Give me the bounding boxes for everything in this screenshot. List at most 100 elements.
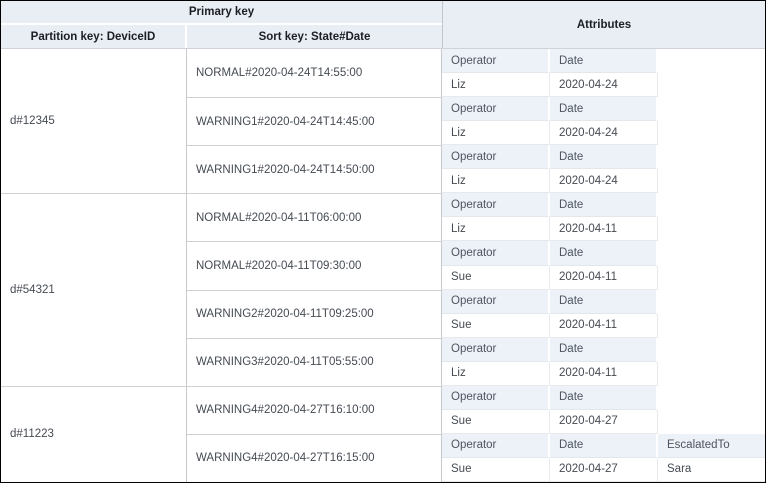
sort-key-cell: WARNING3#2020-04-11T05:55:00 <box>187 337 441 386</box>
attribute-name: Operator <box>442 289 550 314</box>
attribute-names-row: Operator Date <box>442 97 765 122</box>
attribute-name: Date <box>550 49 658 74</box>
sort-key-cell: WARNING4#2020-04-27T16:15:00 <box>187 433 441 482</box>
empty-attr-space <box>658 169 765 194</box>
attribute-value: 2020-04-11 <box>550 313 658 338</box>
device-group-rows: NORMAL#2020-04-24T14:55:00 Operator Date… <box>187 49 765 194</box>
attribute-name: Date <box>550 241 658 266</box>
attribute-name: Date <box>550 145 658 170</box>
empty-attr-space <box>658 73 765 98</box>
table-body: d#12345 NORMAL#2020-04-24T14:55:00 Opera… <box>1 49 765 482</box>
attributes-cell: Operator Date Liz 2020-04-11 <box>441 193 765 242</box>
item-row: WARNING3#2020-04-11T05:55:00 Operator Da… <box>187 337 765 386</box>
attribute-value: Sue <box>442 313 550 338</box>
attribute-names-row: Operator Date EscalatedTo <box>442 433 765 458</box>
table-header: Primary key Partition key: DeviceID Sort… <box>1 1 765 49</box>
attribute-value: Liz <box>442 73 550 98</box>
item-row: WARNING1#2020-04-24T14:50:00 Operator Da… <box>187 145 765 194</box>
empty-attr-space <box>658 265 765 290</box>
partition-key-cell: d#11223 <box>1 385 187 482</box>
device-group-rows: NORMAL#2020-04-11T06:00:00 Operator Date… <box>187 193 765 386</box>
attribute-value: Liz <box>442 121 550 146</box>
attribute-values-row: Sue 2020-04-11 <box>442 313 765 338</box>
empty-attr-space <box>658 97 765 122</box>
sort-key-cell: WARNING2#2020-04-11T09:25:00 <box>187 289 441 338</box>
attribute-values-row: Liz 2020-04-24 <box>442 73 765 98</box>
device-group: d#12345 NORMAL#2020-04-24T14:55:00 Opera… <box>1 49 765 194</box>
item-row: NORMAL#2020-04-11T09:30:00 Operator Date… <box>187 241 765 290</box>
empty-attr-space <box>658 337 765 362</box>
device-group: d#54321 NORMAL#2020-04-11T06:00:00 Opera… <box>1 193 765 386</box>
attributes-cell: Operator Date EscalatedTo Sue 2020-04-27… <box>441 433 765 482</box>
attribute-value: Sue <box>442 457 550 482</box>
attribute-name: Operator <box>442 145 550 170</box>
attributes-cell: Operator Date Liz 2020-04-11 <box>441 337 765 386</box>
device-group: d#11223 WARNING4#2020-04-27T16:10:00 Ope… <box>1 385 765 482</box>
empty-attr-space <box>658 145 765 170</box>
attribute-name: Date <box>550 193 658 218</box>
attribute-names-row: Operator Date <box>442 289 765 314</box>
attribute-name: Operator <box>442 385 550 410</box>
attribute-value: 2020-04-11 <box>550 361 658 386</box>
empty-attr-space <box>658 121 765 146</box>
attribute-name: Date <box>550 97 658 122</box>
item-row: WARNING1#2020-04-24T14:45:00 Operator Da… <box>187 97 765 146</box>
partition-key-cell: d#54321 <box>1 193 187 386</box>
attribute-value: 2020-04-11 <box>550 217 658 242</box>
attribute-name: Operator <box>442 97 550 122</box>
empty-attr-space <box>658 217 765 242</box>
empty-attr-space <box>658 385 765 410</box>
attribute-name: Operator <box>442 193 550 218</box>
item-row: NORMAL#2020-04-24T14:55:00 Operator Date… <box>187 49 765 98</box>
primary-key-header-group: Primary key Partition key: DeviceID Sort… <box>1 1 442 48</box>
attribute-names-row: Operator Date <box>442 49 765 74</box>
attribute-name: Operator <box>442 433 550 458</box>
sort-key-cell: NORMAL#2020-04-11T09:30:00 <box>187 241 441 290</box>
empty-attr-space <box>658 313 765 338</box>
sort-key-cell: WARNING4#2020-04-27T16:10:00 <box>187 385 441 434</box>
empty-attr-space <box>658 289 765 314</box>
empty-attr-space <box>658 49 765 74</box>
attribute-values-row: Sue 2020-04-27 <box>442 409 765 434</box>
attribute-value: Liz <box>442 169 550 194</box>
attributes-cell: Operator Date Sue 2020-04-27 <box>441 385 765 434</box>
device-group-rows: WARNING4#2020-04-27T16:10:00 Operator Da… <box>187 385 765 482</box>
attribute-value: 2020-04-27 <box>550 409 658 434</box>
sort-key-cell: NORMAL#2020-04-11T06:00:00 <box>187 193 441 242</box>
empty-attr-space <box>658 193 765 218</box>
attribute-name: Date <box>550 289 658 314</box>
attribute-name: EscalatedTo <box>658 433 765 458</box>
attribute-names-row: Operator Date <box>442 385 765 410</box>
attribute-name: Date <box>550 433 658 458</box>
empty-attr-space <box>658 361 765 386</box>
attribute-values-row: Sue 2020-04-27 Sara <box>442 457 765 482</box>
sort-key-header: Sort key: State#Date <box>187 25 442 48</box>
attribute-names-row: Operator Date <box>442 193 765 218</box>
attribute-value: 2020-04-27 <box>550 457 658 482</box>
empty-attr-space <box>658 241 765 266</box>
attribute-value: Liz <box>442 361 550 386</box>
attributes-header: Attributes <box>442 1 765 48</box>
sort-key-cell: WARNING1#2020-04-24T14:45:00 <box>187 97 441 146</box>
primary-key-header: Primary key <box>1 1 442 25</box>
attribute-names-row: Operator Date <box>442 241 765 266</box>
attribute-value: Sue <box>442 409 550 434</box>
attribute-name: Operator <box>442 241 550 266</box>
attribute-values-row: Liz 2020-04-11 <box>442 217 765 242</box>
item-row: WARNING4#2020-04-27T16:15:00 Operator Da… <box>187 433 765 482</box>
empty-attr-space <box>658 409 765 434</box>
attributes-cell: Operator Date Liz 2020-04-24 <box>441 97 765 146</box>
attribute-value: 2020-04-11 <box>550 265 658 290</box>
item-row: NORMAL#2020-04-11T06:00:00 Operator Date… <box>187 193 765 242</box>
attribute-name: Operator <box>442 337 550 362</box>
item-row: WARNING4#2020-04-27T16:10:00 Operator Da… <box>187 385 765 434</box>
partition-key-cell: d#12345 <box>1 49 187 194</box>
attribute-name: Operator <box>442 49 550 74</box>
attribute-value: 2020-04-24 <box>550 73 658 98</box>
attribute-values-row: Liz 2020-04-24 <box>442 169 765 194</box>
attribute-names-row: Operator Date <box>442 145 765 170</box>
attributes-cell: Operator Date Sue 2020-04-11 <box>441 241 765 290</box>
partition-key-header: Partition key: DeviceID <box>1 25 187 48</box>
attribute-value: Sue <box>442 265 550 290</box>
